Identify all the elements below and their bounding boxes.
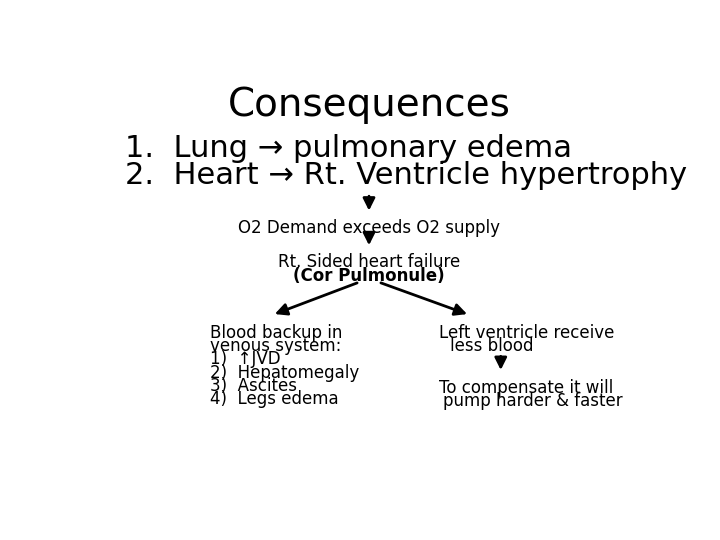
Text: Rt. Sided heart failure: Rt. Sided heart failure — [278, 253, 460, 272]
Text: 2.  Heart → Rt. Ventricle hypertrophy: 2. Heart → Rt. Ventricle hypertrophy — [125, 161, 687, 190]
Text: 1.  Lung → pulmonary edema: 1. Lung → pulmonary edema — [125, 134, 572, 163]
Text: Blood backup in: Blood backup in — [210, 325, 343, 342]
Text: 4)  Legs edema: 4) Legs edema — [210, 390, 338, 408]
Text: Left ventricle receive: Left ventricle receive — [438, 325, 614, 342]
Text: Consequences: Consequences — [228, 86, 510, 124]
Text: 1)  ↑JVD: 1) ↑JVD — [210, 350, 281, 368]
Text: less blood: less blood — [451, 338, 534, 355]
Text: To compensate it will: To compensate it will — [438, 379, 613, 397]
Text: pump harder & faster: pump harder & faster — [443, 392, 622, 410]
Text: 3)  Ascites: 3) Ascites — [210, 377, 297, 395]
Text: (Cor Pulmonule): (Cor Pulmonule) — [293, 267, 445, 285]
Text: venous system:: venous system: — [210, 338, 341, 355]
Text: O2 Demand exceeds O2 supply: O2 Demand exceeds O2 supply — [238, 219, 500, 237]
Text: 2)  Hepatomegaly: 2) Hepatomegaly — [210, 363, 359, 382]
